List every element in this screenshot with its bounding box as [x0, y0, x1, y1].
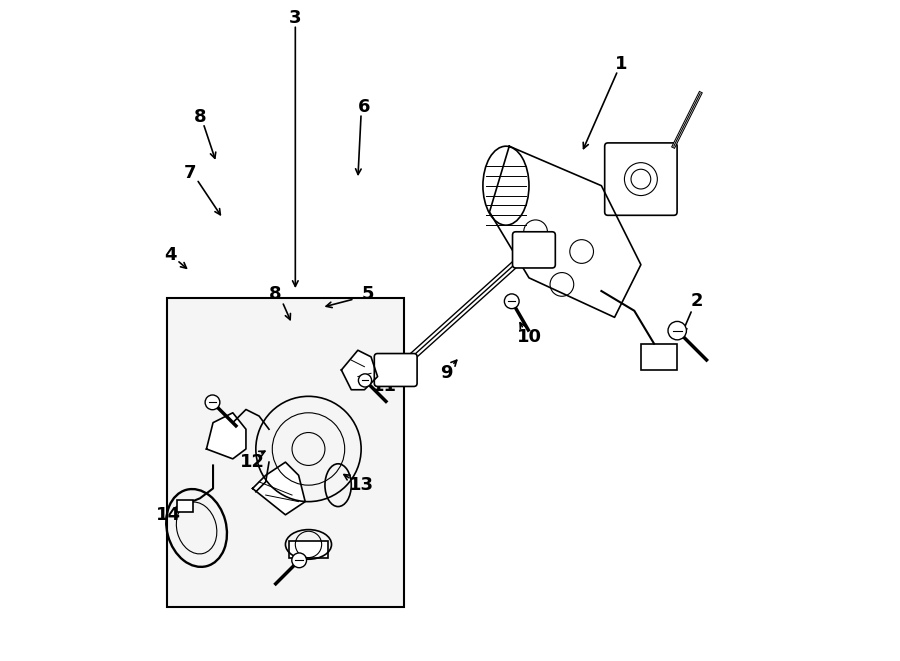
FancyBboxPatch shape — [512, 232, 555, 268]
Polygon shape — [206, 412, 246, 459]
Circle shape — [504, 294, 519, 309]
Text: 8: 8 — [269, 286, 282, 303]
Circle shape — [292, 553, 307, 568]
Text: 12: 12 — [240, 453, 265, 471]
Text: 10: 10 — [517, 328, 542, 346]
Text: 13: 13 — [348, 476, 374, 494]
FancyBboxPatch shape — [167, 297, 404, 607]
Text: 14: 14 — [156, 506, 181, 524]
Circle shape — [205, 395, 220, 410]
FancyBboxPatch shape — [176, 500, 194, 512]
Text: 7: 7 — [184, 163, 196, 182]
Text: 8: 8 — [194, 108, 206, 126]
FancyBboxPatch shape — [374, 354, 417, 387]
Text: 5: 5 — [362, 286, 374, 303]
Circle shape — [358, 374, 372, 387]
Text: 1: 1 — [615, 55, 627, 73]
FancyBboxPatch shape — [289, 541, 328, 558]
Text: 4: 4 — [164, 246, 176, 264]
Circle shape — [668, 321, 687, 340]
Polygon shape — [253, 462, 305, 515]
Text: 11: 11 — [372, 377, 397, 395]
Text: 9: 9 — [440, 364, 453, 382]
Text: 6: 6 — [358, 98, 371, 116]
Polygon shape — [341, 350, 378, 390]
Text: 2: 2 — [690, 292, 703, 310]
Polygon shape — [490, 146, 641, 317]
Text: 3: 3 — [289, 9, 302, 27]
